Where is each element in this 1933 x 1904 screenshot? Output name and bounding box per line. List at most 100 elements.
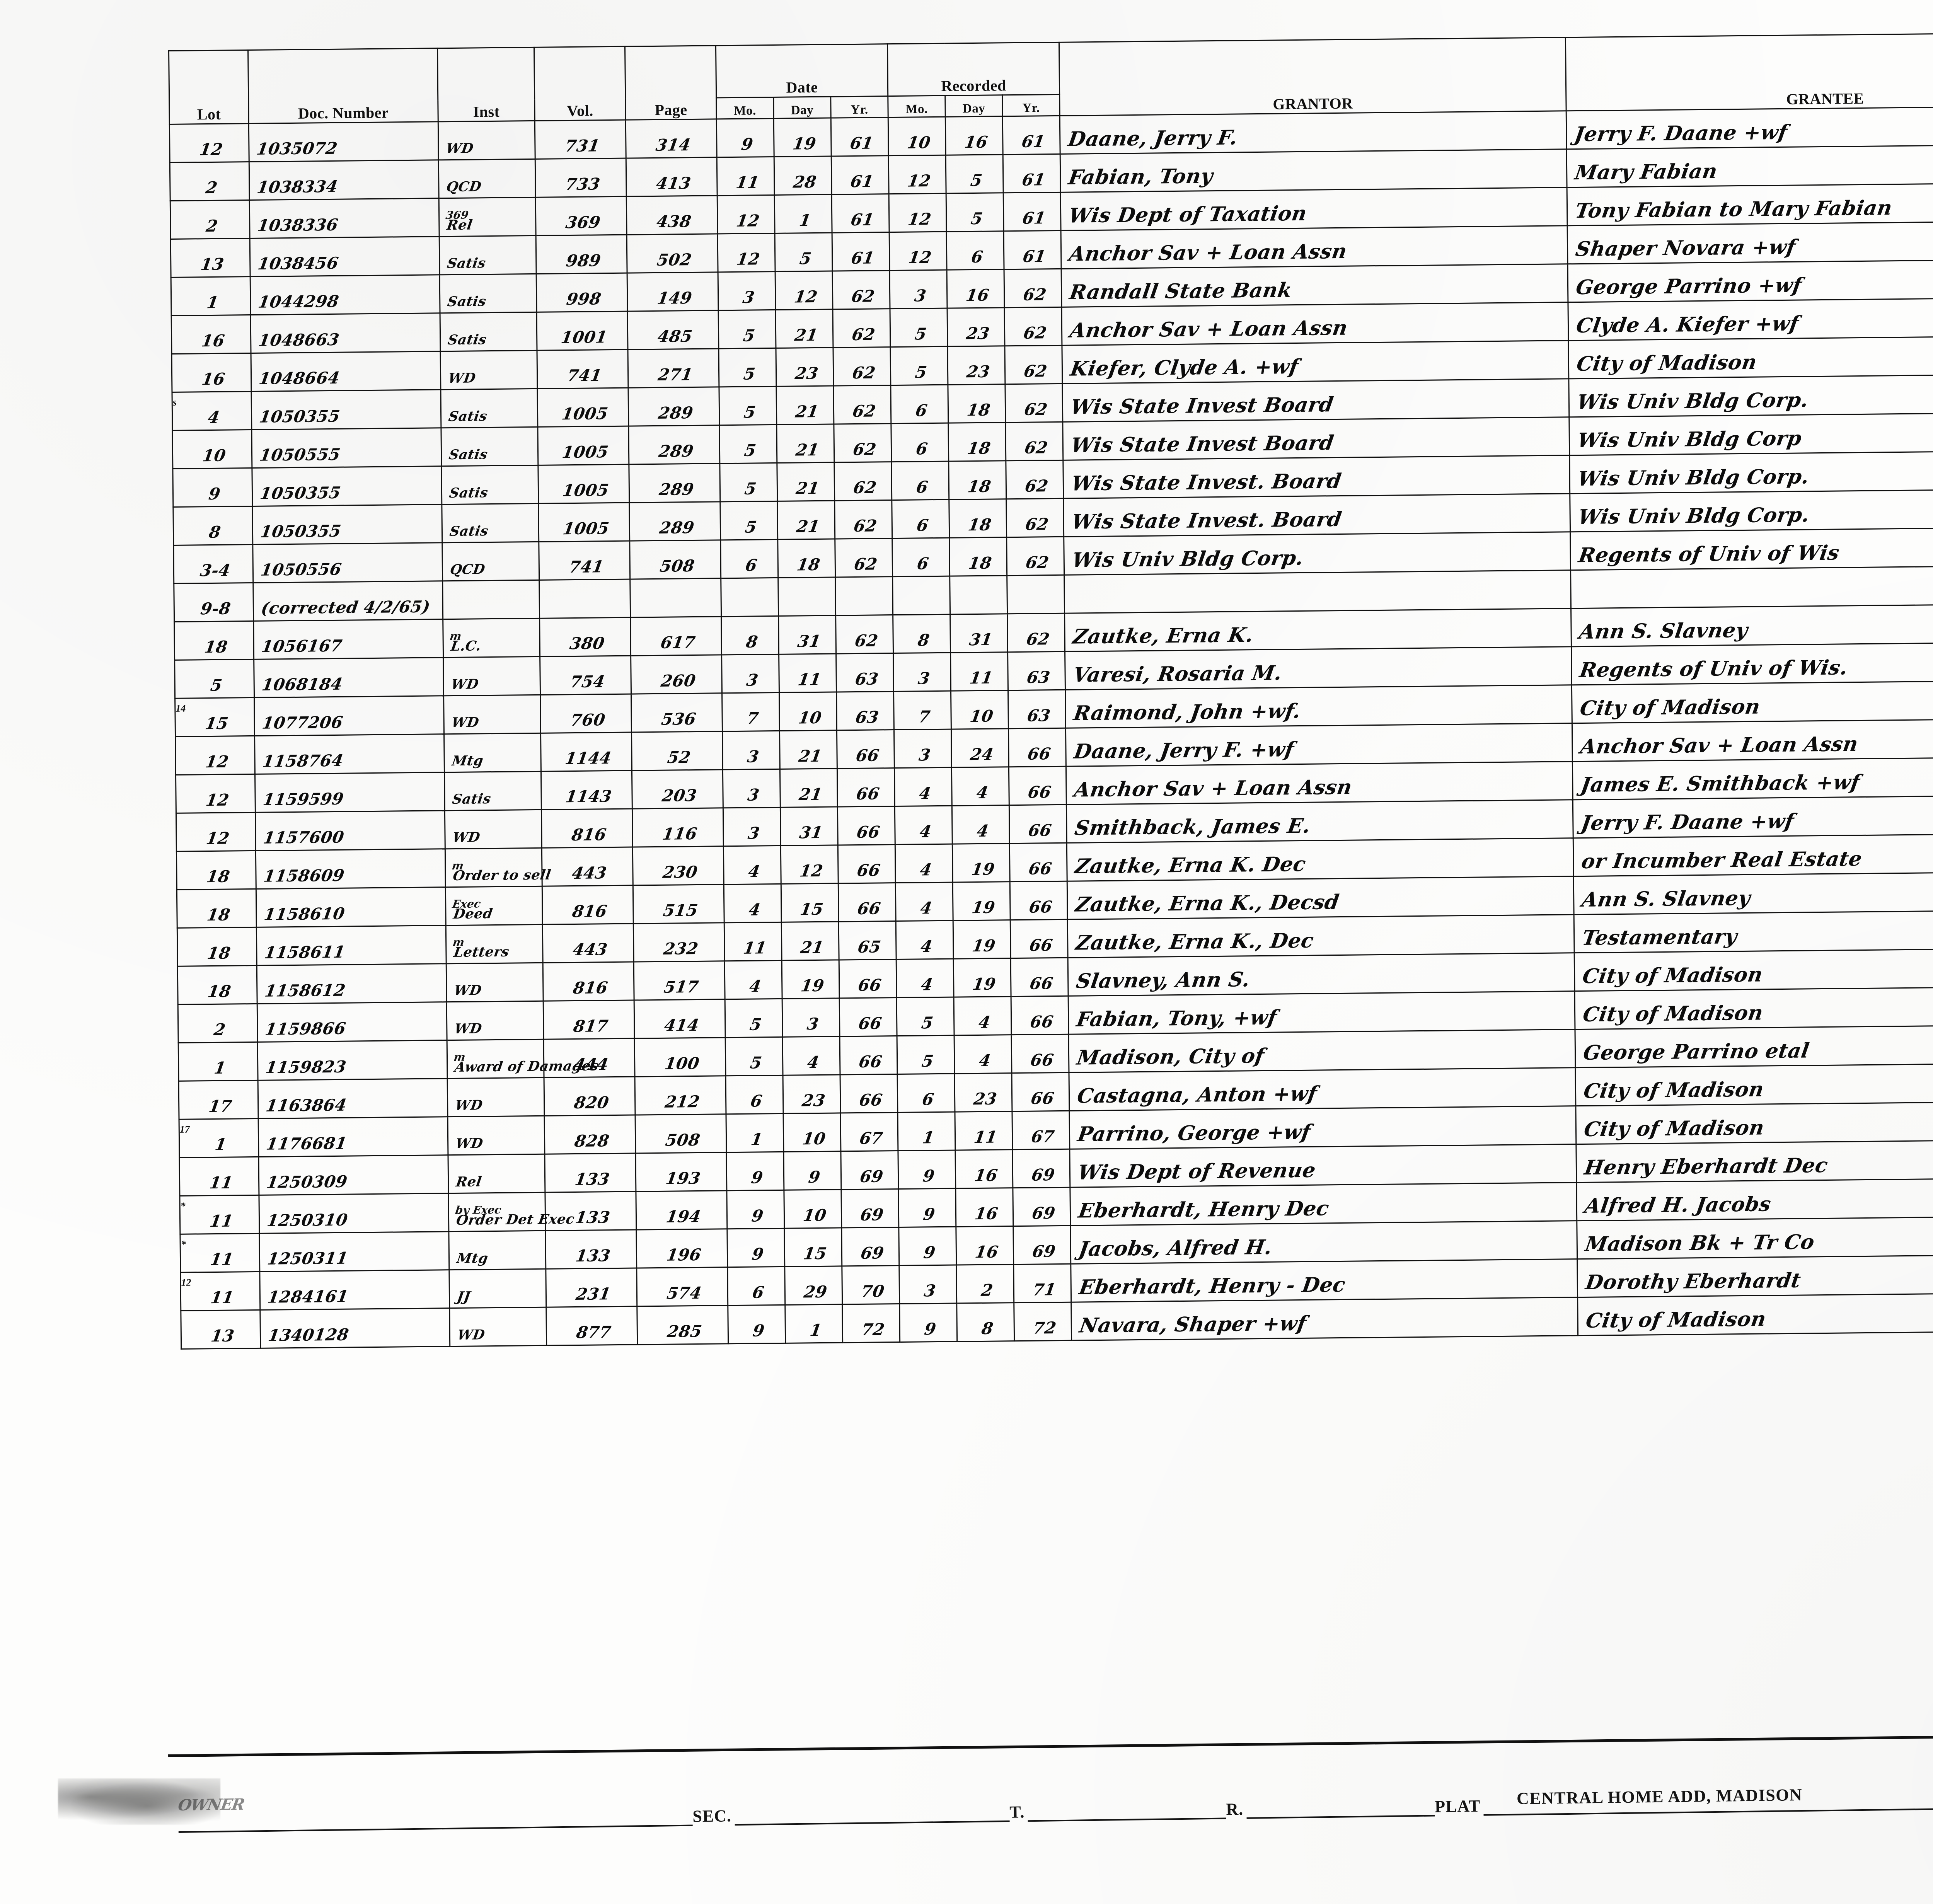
- cell-date-yr: 66: [839, 959, 897, 998]
- cell-rec-mo: 5: [897, 1035, 955, 1074]
- cell-rec-mo-text: 10: [906, 133, 932, 152]
- cell-rec-mo-text: 12: [907, 210, 933, 229]
- footer-plat-label: PLAT: [1434, 1796, 1481, 1816]
- cell-grantee: Alfred H. Jacobs: [1576, 1177, 1933, 1221]
- cell-grantee: George Parrino etal: [1575, 1024, 1933, 1068]
- cell-rec-yr: 62: [1006, 498, 1064, 537]
- cell-rec-day: 16: [945, 116, 1003, 155]
- cell-doc-number-text: 1158610: [263, 904, 346, 924]
- cell-vol: 1005: [538, 503, 630, 542]
- cell-inst-text: Mtg: [450, 753, 484, 769]
- cell-rec-day-text: 19: [971, 974, 997, 994]
- footer-fields-row: SEC. T. R. PLAT CENTRAL HOME ADD, MADISO…: [178, 1783, 1933, 1833]
- cell-page: 194: [636, 1190, 727, 1230]
- cell-grantee: City of Madison: [1568, 335, 1933, 379]
- cell-doc-number: 1035072: [249, 121, 439, 162]
- cell-rec-day-text: 10: [968, 706, 995, 726]
- cell-date-mo: 3: [722, 731, 780, 770]
- cell-rec-yr: 69: [1012, 1149, 1070, 1188]
- footer-township-field: T.: [1009, 1800, 1226, 1822]
- cell-lot-text: 17: [207, 1096, 234, 1116]
- cell-page: 508: [629, 540, 721, 580]
- cell-date-yr: 63: [836, 653, 894, 692]
- cell-rec-mo-text: 6: [915, 477, 929, 497]
- cell-rec-day: 18: [948, 384, 1006, 423]
- cell-date-day-text: 12: [793, 287, 819, 307]
- cell-lot-text: 11: [209, 1288, 235, 1307]
- cell-doc-number-text: 1068184: [261, 674, 344, 694]
- footer-sec-label: SEC.: [692, 1806, 732, 1826]
- cell-inst-text: WD: [456, 1327, 486, 1343]
- cell-rec-mo: 12: [889, 232, 947, 271]
- col-header-grantor: GRANTOR: [1059, 37, 1567, 116]
- cell-grantee: City of Madison: [1575, 1062, 1933, 1106]
- cell-vol-text: 741: [568, 557, 605, 577]
- cell-page-text: 289: [657, 441, 695, 461]
- cell-doc-number: 1050355: [252, 504, 442, 545]
- cell-grantee: Testamentary: [1574, 909, 1933, 953]
- cell-inst-text: [443, 614, 539, 619]
- cell-date-mo-text: 11: [735, 173, 761, 192]
- cell-doc-number-text: 1035072: [255, 138, 339, 159]
- cell-date-day-text: 10: [802, 1205, 828, 1225]
- col-header-date-yr: Yr.: [830, 96, 888, 118]
- cell-date-day-text: 3: [806, 1014, 820, 1034]
- cell-inst: WD: [447, 1077, 545, 1117]
- cell-inst: 369 Rel: [439, 197, 536, 237]
- cell-rec-mo-text: 3: [913, 286, 928, 305]
- cell-rec-yr: 61: [1002, 116, 1060, 155]
- cell-grantee-text: Wis Univ Bldg Corp.: [1577, 503, 1811, 529]
- cell-date-yr-text: 69: [859, 1205, 885, 1224]
- cell-rec-yr: 66: [1009, 766, 1067, 805]
- cell-vol-text: 443: [571, 863, 608, 883]
- cell-rec-day: 18: [949, 499, 1007, 538]
- cell-date-mo: 5: [718, 310, 776, 349]
- cell-rec-yr: 66: [1009, 805, 1067, 844]
- cell-lot-text: 18: [203, 637, 229, 657]
- cell-date-yr-text: 63: [854, 669, 880, 689]
- cell-grantor: Wis State Invest Board: [1062, 378, 1569, 422]
- cell-grantor-text: Navara, Shaper +wf: [1078, 1311, 1308, 1338]
- cell-grantor-text: Smithback, James E.: [1073, 814, 1312, 840]
- cell-grantee-text: City of Madison: [1584, 1307, 1768, 1333]
- col-header-doc-number: Doc. Number: [248, 48, 438, 124]
- cell-grantee: City of Madison: [1575, 986, 1933, 1030]
- cell-date-yr-text: 66: [855, 784, 881, 804]
- cell-doc-number-text: 1038336: [256, 215, 340, 235]
- cell-grantee: Ann S. Slavney: [1573, 871, 1933, 915]
- cell-rec-mo: 8: [893, 614, 951, 653]
- cell-vol: 1005: [538, 464, 629, 504]
- cell-page-text: 232: [662, 939, 700, 958]
- cell-rec-day: 18: [949, 537, 1007, 576]
- cell-rec-yr: 62: [1007, 613, 1065, 652]
- cell-inst: WD: [445, 810, 542, 849]
- cell-vol-text: 1143: [564, 787, 613, 806]
- cell-doc-number: 1050355: [251, 389, 441, 430]
- cell-doc-number: 1158764: [254, 734, 445, 774]
- cell-grantee-text: City of Madison: [1581, 963, 1764, 989]
- cell-lot: 18: [174, 621, 254, 660]
- cell-lot-text: 1: [213, 1135, 228, 1154]
- cell-inst: Satis: [444, 771, 542, 811]
- cell-page-text: 260: [660, 671, 697, 690]
- cell-rec-mo: 9: [898, 1188, 956, 1227]
- cell-page: 149: [627, 272, 719, 312]
- cell-grantor: Zautke, Erna K., Decsd: [1067, 876, 1574, 920]
- cell-date-day: 1: [785, 1304, 843, 1343]
- cell-date-day-text: 21: [797, 746, 823, 766]
- cell-rec-day: 4: [952, 805, 1010, 844]
- cell-rec-yr: 71: [1013, 1264, 1071, 1303]
- cell-date-day-text: 12: [798, 861, 825, 881]
- cell-date-yr-text: 66: [858, 1090, 884, 1110]
- cell-doc-number-text: 1158609: [262, 866, 346, 886]
- cell-grantee-text: Dorothy Eberhardt: [1584, 1268, 1803, 1294]
- cell-page: 517: [634, 961, 725, 1001]
- cell-date-yr-text: 61: [849, 210, 876, 230]
- cell-doc-number: 1038334: [249, 160, 439, 200]
- cell-rec-yr-text: 66: [1026, 744, 1052, 764]
- cell-vol-text: 741: [566, 366, 603, 385]
- cell-inst: m L.C.: [443, 618, 540, 658]
- cell-date-day-text: 5: [798, 249, 813, 268]
- cell-rec-yr-text: 69: [1031, 1242, 1057, 1261]
